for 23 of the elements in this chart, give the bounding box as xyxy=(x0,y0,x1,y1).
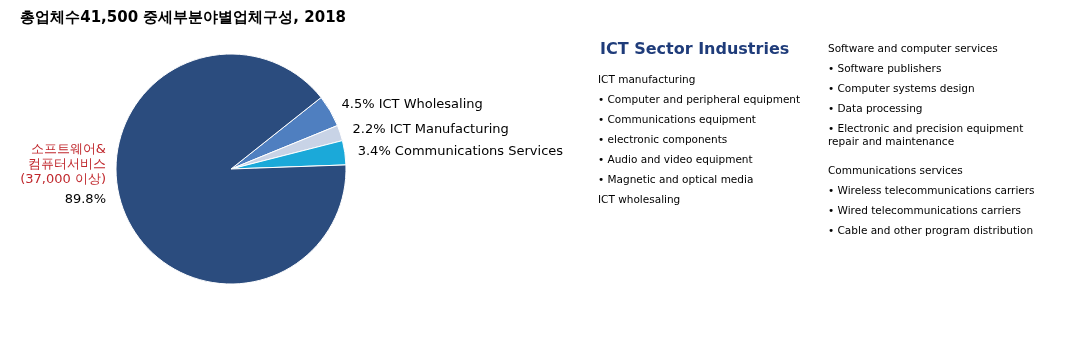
text: ICT wholesaling xyxy=(598,193,681,205)
text: • Communications equipment xyxy=(598,113,756,125)
chart-title: 총업체수41,500 중세부분야별업체구성, 2018 xyxy=(20,8,347,26)
text: Communications services xyxy=(828,164,963,176)
text: • Audio and video equipment xyxy=(598,153,753,165)
slice-label: 3.4% Communications Services xyxy=(357,142,564,158)
text: • electronic components xyxy=(598,133,728,145)
text: ICT manufacturing xyxy=(598,73,696,85)
text: • Wireless telecommunications carriers xyxy=(828,184,1035,196)
text: • Computer systems design xyxy=(828,82,975,94)
text: • Computer and peripheral equipment xyxy=(598,93,801,105)
slice-label: 소프트웨어& 컴퓨터서비스 (37,000 이상) xyxy=(20,141,106,186)
slice-label: 2.2% ICT Manufacturing xyxy=(352,120,509,136)
slice-label: 4.5% ICT Wholesaling xyxy=(341,96,483,112)
text: • Wired telecommunications carriers xyxy=(828,204,1021,216)
text: • Electronic and precision equipment repair and maintenance xyxy=(828,122,1024,147)
text: ICT Sector Industries xyxy=(600,39,790,58)
text: • Software publishers xyxy=(828,62,942,74)
data-label: 89.8% xyxy=(64,191,106,206)
text: • Cable and other program distribution xyxy=(828,224,1034,236)
text: • Magnetic and optical media xyxy=(598,173,754,185)
text: • Data processing xyxy=(828,102,923,114)
text: Software and computer services xyxy=(828,42,998,54)
